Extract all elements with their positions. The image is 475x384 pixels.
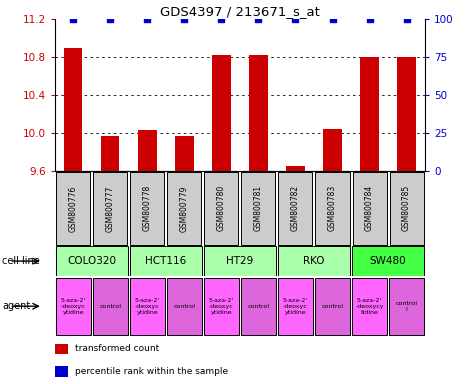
Bar (397, 57, 416, 171)
Text: HCT116: HCT116 (145, 256, 186, 266)
Bar (130, 172, 164, 245)
Text: GSM800784: GSM800784 (365, 185, 374, 232)
Bar (352, 172, 387, 245)
Bar (278, 172, 313, 245)
Text: GSM800779: GSM800779 (180, 185, 189, 232)
Bar (93, 278, 128, 335)
Bar (204, 172, 238, 245)
Text: RKO: RKO (303, 256, 325, 266)
Bar (130, 247, 202, 276)
Bar (323, 129, 342, 171)
Text: cell line: cell line (2, 256, 40, 266)
Bar (286, 166, 305, 171)
Bar (167, 278, 202, 335)
Text: COLO320: COLO320 (67, 256, 116, 266)
Text: control: control (173, 304, 195, 309)
Text: SW480: SW480 (370, 256, 407, 266)
Bar (93, 172, 127, 245)
Point (180, 16, 188, 22)
Text: 5-aza-2'
-deoxyc
ytidine: 5-aza-2' -deoxyc ytidine (134, 298, 160, 314)
Text: transformed count: transformed count (75, 344, 159, 353)
Text: control: control (247, 304, 269, 309)
Point (218, 16, 225, 22)
Text: control: control (322, 304, 343, 309)
Bar (167, 172, 201, 245)
Bar (249, 55, 267, 171)
Bar (55, 344, 67, 354)
Point (69, 16, 77, 22)
Bar (56, 247, 128, 276)
Point (292, 16, 299, 22)
Bar (64, 48, 83, 171)
Text: HT29: HT29 (226, 256, 254, 266)
Point (106, 16, 114, 22)
Text: 5-aza-2'
-deoxyc
ytidine: 5-aza-2' -deoxyc ytidine (283, 298, 308, 314)
Text: GSM800783: GSM800783 (328, 185, 337, 232)
Point (329, 16, 336, 22)
Bar (204, 247, 276, 276)
Bar (130, 278, 165, 335)
Text: GSM800778: GSM800778 (143, 185, 152, 232)
Bar (278, 247, 350, 276)
Point (255, 16, 262, 22)
Bar (212, 55, 231, 171)
Point (143, 16, 151, 22)
Bar (55, 366, 67, 377)
Text: GSM800777: GSM800777 (106, 185, 114, 232)
Text: control
l: control l (396, 301, 418, 312)
Bar (352, 247, 424, 276)
Text: percentile rank within the sample: percentile rank within the sample (75, 367, 228, 376)
Bar (315, 172, 350, 245)
Text: agent: agent (2, 301, 30, 311)
Text: GSM800785: GSM800785 (402, 185, 411, 232)
Point (403, 16, 410, 22)
Point (366, 16, 373, 22)
Text: 5-aza-2'
-deoxyc
ytidine: 5-aza-2' -deoxyc ytidine (209, 298, 234, 314)
Bar (56, 278, 91, 335)
Text: GSM800781: GSM800781 (254, 185, 263, 232)
Bar (241, 278, 276, 335)
Bar (361, 57, 379, 171)
Text: GSM800780: GSM800780 (217, 185, 226, 232)
Text: 5-aza-2'
-deoxycy
tidine: 5-aza-2' -deoxycy tidine (355, 298, 384, 314)
Title: GDS4397 / 213671_s_at: GDS4397 / 213671_s_at (160, 5, 320, 18)
Bar (352, 278, 387, 335)
Bar (56, 172, 90, 245)
Bar (278, 278, 313, 335)
Bar (175, 136, 194, 171)
Text: GSM800776: GSM800776 (69, 185, 77, 232)
Bar (390, 172, 424, 245)
Bar (204, 278, 239, 335)
Bar (241, 172, 276, 245)
Text: GSM800782: GSM800782 (291, 185, 300, 232)
Bar (101, 136, 120, 171)
Text: 5-aza-2'
-deoxyc
ytidine: 5-aza-2' -deoxyc ytidine (60, 298, 86, 314)
Bar (138, 130, 157, 171)
Text: control: control (99, 304, 121, 309)
Bar (315, 278, 350, 335)
Bar (389, 278, 424, 335)
